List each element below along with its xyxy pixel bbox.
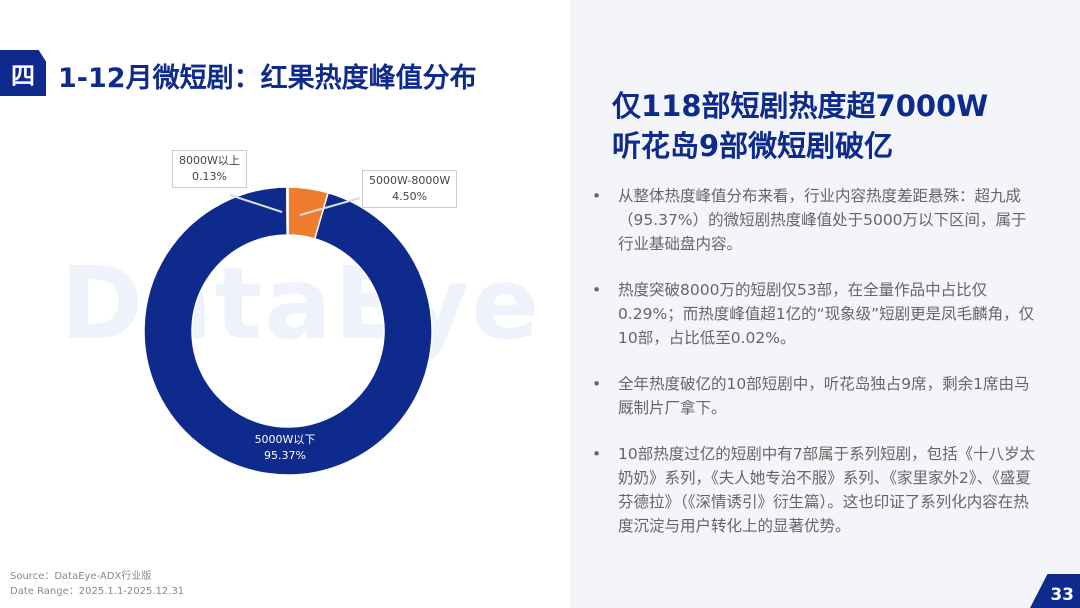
slice-label: 5000W以下 bbox=[254, 433, 316, 446]
leader-line bbox=[229, 194, 283, 213]
leader-line bbox=[299, 197, 361, 216]
bullet-icon: • bbox=[592, 445, 602, 463]
bullet-text: 热度突破8000万的短剧仅53部，在全量作品中占比仅0.29%；而热度峰值超1亿… bbox=[618, 281, 1035, 347]
bullet-icon: • bbox=[592, 187, 602, 205]
label-5000w-below: 5000W以下 95.37% bbox=[230, 432, 340, 464]
slice-8000W以上 bbox=[286, 186, 289, 236]
bullet-icon: • bbox=[592, 281, 602, 299]
bullet-item: • 全年热度破亿的10部短剧中，听花岛独占9席，剩余1席由马厩制片厂拿下。 bbox=[592, 372, 1042, 420]
watermark: DataEye bbox=[60, 245, 542, 362]
page-title: 1-12月微短剧：红果热度峰值分布 bbox=[58, 63, 477, 94]
slice-value: 95.37% bbox=[264, 449, 306, 462]
slice-label: 5000W-8000W bbox=[369, 174, 451, 187]
slice-label: 8000W以上 bbox=[179, 154, 240, 167]
source-line: Source：DataEye-ADX行业版 bbox=[10, 571, 152, 582]
slice-value: 0.13% bbox=[191, 170, 227, 183]
bullet-item: • 从整体热度峰值分布来看，行业内容热度差距悬殊：超九成（95.37%）的微短剧热… bbox=[592, 184, 1042, 256]
insight-panel: 仅118部短剧热度超7000W 听花岛9部微短剧破亿 • 从整体热度峰值分布来看，… bbox=[570, 0, 1080, 608]
bullet-text: 全年热度破亿的10部短剧中，听花岛独占9席，剩余1席由马厩制片厂拿下。 bbox=[618, 375, 1030, 417]
page-number: 33 bbox=[1030, 574, 1080, 608]
slice-5000W以下 bbox=[143, 186, 433, 476]
headline: 仅118部短剧热度超7000W 听花岛9部微短剧破亿 bbox=[612, 86, 988, 166]
section-badge: 四 bbox=[0, 50, 46, 96]
bullet-list: • 从整体热度峰值分布来看，行业内容热度差距悬殊：超九成（95.37%）的微短剧热… bbox=[592, 184, 1042, 560]
bullet-item: • 10部热度过亿的短剧中有7部属于系列短剧，包括《十八岁太奶奶》系列，《夫人她专… bbox=[592, 442, 1042, 538]
label-5000w-8000w: 5000W-8000W 4.50% bbox=[362, 170, 458, 208]
bullet-text: 从整体热度峰值分布来看，行业内容热度差距悬殊：超九成（95.37%）的微短剧热度… bbox=[618, 187, 1027, 253]
source-note: Source：DataEye-ADX行业版 Date Range：2025.1.… bbox=[10, 569, 184, 599]
donut-chart bbox=[143, 186, 433, 476]
slice-value: 4.50% bbox=[392, 190, 428, 203]
headline-line-1: 仅118部短剧热度超7000W bbox=[612, 89, 989, 123]
bullet-text: 10部热度过亿的短剧中有7部属于系列短剧，包括《十八岁太奶奶》系列，《夫人她专治… bbox=[618, 445, 1036, 535]
label-8000w-above: 8000W以上 0.13% bbox=[172, 150, 247, 188]
bullet-item: • 热度突破8000万的短剧仅53部，在全量作品中占比仅0.29%；而热度峰值超1… bbox=[592, 278, 1042, 350]
date-range-line: Date Range：2025.1.1-2025.12.31 bbox=[10, 586, 185, 597]
chart-panel: DataEye 四 1-12月微短剧：红果热度峰值分布 8000W以上 0.13… bbox=[0, 50, 542, 599]
bullet-icon: • bbox=[592, 375, 602, 393]
headline-line-2: 听花岛9部微短剧破亿 bbox=[612, 129, 894, 163]
